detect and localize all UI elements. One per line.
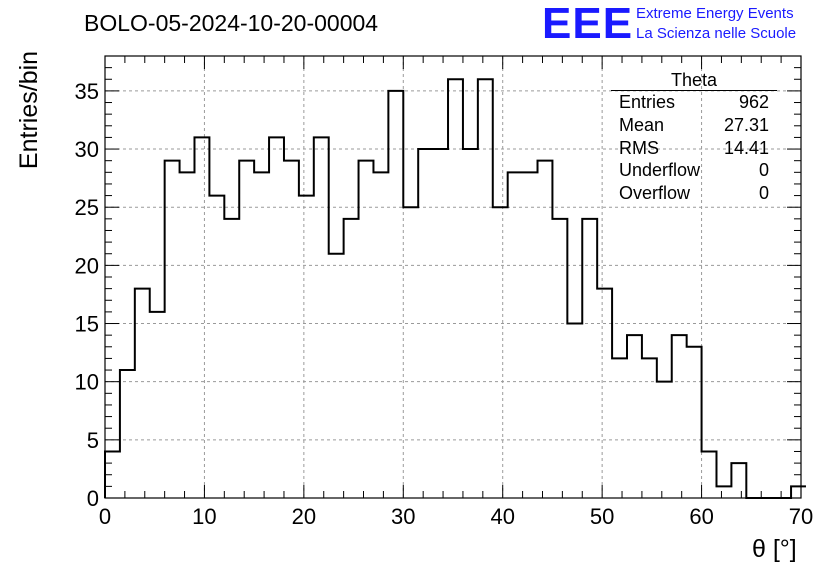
histogram-bin [373, 172, 388, 498]
histogram-bin [538, 161, 553, 498]
histogram-bin [582, 219, 597, 498]
histogram-bin [702, 451, 717, 498]
histogram-bin [433, 149, 448, 498]
histogram-bin [567, 324, 582, 498]
stats-row-entries: Entries 962 [611, 91, 777, 114]
histogram-bin [716, 486, 731, 498]
eee-logo: EEE [542, 0, 634, 48]
histogram-bin [239, 161, 254, 498]
x-tick-label: 60 [689, 504, 713, 529]
stats-value: 0 [758, 183, 769, 204]
stats-label: Underflow [619, 160, 701, 181]
histogram-bin [180, 172, 195, 498]
y-tick-label: 0 [87, 486, 99, 511]
stats-value: 0 [758, 160, 769, 181]
x-tick-label: 70 [789, 504, 813, 529]
histogram-bin [299, 196, 314, 498]
stats-label: Mean [619, 114, 665, 135]
histogram-bin [194, 137, 209, 498]
histogram-bin [388, 91, 403, 498]
y-tick-label: 10 [75, 370, 99, 395]
stats-value: 962 [738, 92, 769, 112]
histogram-bin [657, 382, 672, 498]
histogram-bin [105, 451, 120, 498]
histogram-bin [224, 219, 239, 498]
stats-label: Overflow [619, 183, 691, 204]
histogram-bin [344, 219, 359, 498]
stats-label: RMS [619, 137, 659, 158]
y-tick-label: 15 [75, 312, 99, 337]
histogram-bin [359, 161, 374, 498]
x-axis-label: θ [°] [752, 535, 797, 563]
histogram-bin [269, 137, 284, 498]
histogram-bin [478, 79, 493, 498]
stats-row-rms: RMS 14.41 [611, 137, 777, 160]
y-tick-label: 35 [75, 79, 99, 104]
histogram-bin [284, 161, 299, 498]
histogram-bin [448, 79, 463, 498]
x-tick-label: 20 [292, 504, 316, 529]
histogram-series [104, 78, 806, 499]
histogram-bin [493, 207, 508, 498]
histogram-bin [314, 137, 329, 498]
stats-title: Theta [611, 70, 777, 91]
logo-subtitle-2: La Scienza nelle Scuole [636, 25, 797, 42]
histogram-bin [687, 347, 702, 498]
stats-row-mean: Mean 27.31 [611, 114, 777, 137]
chart-title: BOLO-05-2024-10-20-00004 [84, 10, 379, 36]
histogram-bin [791, 486, 806, 498]
y-tick-label: 20 [75, 253, 99, 278]
histogram-bin [209, 196, 224, 498]
y-tick-label: 30 [75, 137, 99, 162]
histogram-bin [120, 370, 135, 498]
x-tick-label: 40 [490, 504, 514, 529]
stats-label: Entries [619, 92, 676, 112]
histogram-bin [731, 463, 746, 498]
y-tick-label: 25 [75, 195, 99, 220]
histogram-bin [642, 358, 657, 498]
histogram-bin [329, 254, 344, 498]
y-tick-label: 5 [87, 428, 99, 453]
histogram-bin [254, 172, 269, 498]
stats-row-underflow: Underflow 0 [611, 159, 777, 182]
histogram-bin [463, 149, 478, 498]
histogram-bin [552, 219, 567, 498]
histogram-bin [627, 335, 642, 498]
histogram-bin [150, 312, 165, 498]
stats-value: 14.41 [723, 137, 769, 158]
x-tick-label: 10 [192, 504, 216, 529]
stats-row-overflow: Overflow 0 [611, 182, 777, 205]
histogram-bin [523, 172, 538, 498]
logo-subtitle-1: Extreme Energy Events [636, 5, 794, 22]
x-tick-label: 30 [391, 504, 415, 529]
y-axis-label: Entries/bin [15, 50, 43, 170]
histogram-bin [418, 149, 433, 498]
stats-box: Theta Entries 962 Mean 27.31 RMS 14.41 U… [611, 70, 777, 205]
histogram-bin [135, 289, 150, 498]
histogram-bin [612, 358, 627, 498]
histogram-bin [672, 335, 687, 498]
histogram-bin [403, 207, 418, 498]
histogram-bin [508, 172, 523, 498]
x-tick-label: 50 [590, 504, 614, 529]
histogram-bin [597, 289, 612, 498]
histogram-bin [165, 161, 180, 498]
stats-value: 27.31 [723, 114, 769, 135]
x-tick-label: 0 [99, 504, 111, 529]
